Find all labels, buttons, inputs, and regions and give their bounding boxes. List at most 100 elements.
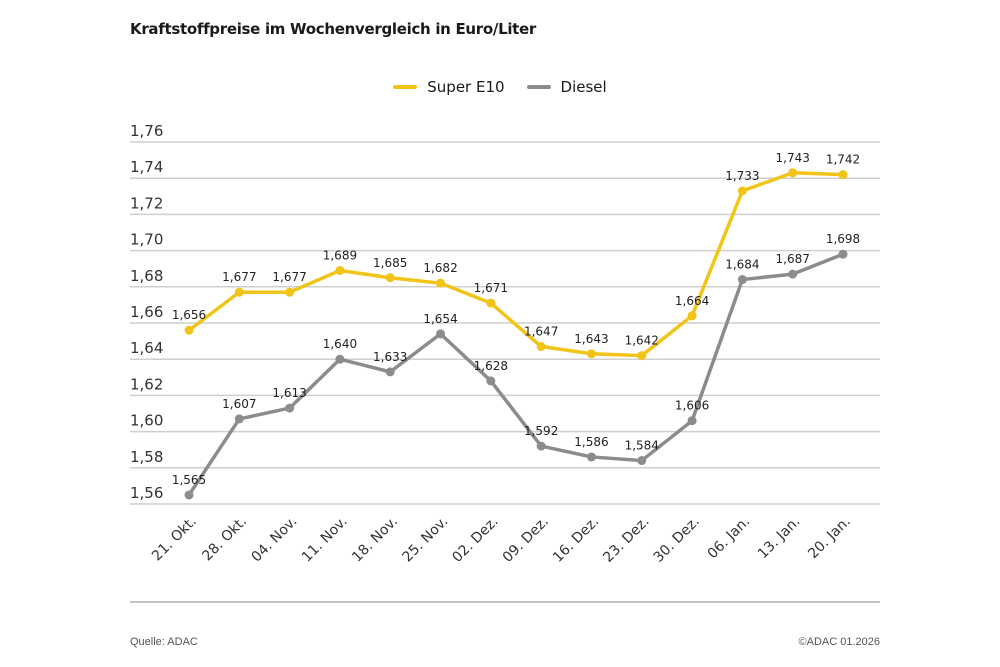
legend-label-super-e10: Super E10 [427,78,505,96]
chart-title: Kraftstoffpreise im Wochenvergleich in E… [130,20,537,38]
data-point [234,414,244,424]
legend-item-super-e10: Super E10 [393,78,505,96]
legend-swatch-super-e10 [393,85,418,89]
data-label: 1,607 [222,397,256,411]
data-point [536,441,546,451]
footer-divider [130,601,880,603]
data-label: 1,677 [272,270,306,284]
data-label: 1,628 [474,359,508,373]
data-label: 1,565 [172,473,206,487]
data-label: 1,687 [776,252,810,266]
data-label: 1,654 [423,312,457,326]
y-axis-ticks: 1,56 1,58 1,60 1,62 1,64 1,66 1,68 1,70 1,72 1,74… [130,122,163,502]
x-tick-label: 28. Okt. [199,514,250,565]
legend-label-diesel: Diesel [560,78,607,96]
x-tick-label: 20. Jan. [805,514,854,563]
x-tick-label: 16. Dez. [550,514,602,566]
data-label: 1,664 [675,294,709,308]
data-point [335,266,345,276]
y-tick-label: 1,64 [130,339,163,357]
data-label: 1,606 [675,399,709,413]
data-labels: 1,656 1,677 1,677 1,689 1,685 1,682 1,671 1,647… [172,151,860,487]
y-tick-label: 1,58 [130,448,163,466]
y-tick-label: 1,66 [130,303,163,321]
data-point [838,249,848,259]
data-point [788,168,798,178]
x-tick-label: 23. Dez. [600,514,652,566]
data-point [536,342,546,352]
data-label: 1,586 [574,435,608,449]
data-label: 1,640 [323,337,357,351]
data-label: 1,671 [474,281,508,295]
series-line-super-e10 [187,171,844,358]
x-tick-label: 11. Nov. [299,514,351,566]
data-point [737,275,747,285]
y-tick-label: 1,60 [130,412,163,430]
data-label: 1,733 [725,169,759,183]
data-label: 1,684 [725,258,759,272]
data-point [436,329,446,339]
data-point [586,349,596,359]
y-tick-label: 1,62 [130,375,163,393]
copyright-note: ©ADAC 01.2026 [798,636,881,648]
data-point [285,403,295,413]
data-label: 1,677 [222,270,256,284]
data-label: 1,633 [373,350,407,364]
data-point [687,416,697,426]
data-point [436,278,446,288]
x-tick-label: 13. Jan. [755,514,804,563]
x-axis-ticks: 21. Okt. 28. Okt.04. Nov.11. Nov.18. Nov.… [149,514,854,566]
chart-legend: Super E10 Diesel [0,78,1000,96]
data-point [234,287,244,297]
y-tick-label: 1,56 [130,484,163,502]
data-point [637,351,647,361]
gridlines [130,141,880,505]
data-point [486,298,496,308]
data-label: 1,743 [776,151,810,165]
data-point [385,367,395,377]
data-point [788,269,798,279]
data-label: 1,592 [524,424,558,438]
y-tick-label: 1,68 [130,267,163,285]
legend-item-diesel: Diesel [526,78,607,96]
x-tick-label: 25. Nov. [399,514,451,566]
data-point [637,456,647,466]
data-point [687,311,697,321]
data-label: 1,642 [625,334,659,348]
x-tick-label: 30. Dez. [651,514,703,566]
series-line-diesel [187,252,844,496]
data-label: 1,656 [172,308,206,322]
x-tick-label: 02. Dez. [449,514,501,566]
data-point [486,376,496,386]
data-point [385,273,395,283]
data-label: 1,698 [826,232,860,246]
y-tick-label: 1,74 [130,158,163,176]
data-point [586,452,596,462]
data-label: 1,647 [524,325,558,339]
data-point [184,490,194,500]
x-tick-label: 09. Dez. [500,514,552,566]
data-label: 1,685 [373,256,407,270]
x-tick-label: 21. Okt. [149,514,200,565]
x-tick-label: 18. Nov. [349,514,401,566]
data-label: 1,682 [423,261,457,275]
source-note: Quelle: ADAC [130,636,198,648]
data-label: 1,742 [826,153,860,167]
data-label: 1,643 [574,332,608,346]
data-point [838,170,848,180]
data-label: 1,613 [272,386,306,400]
data-label: 1,689 [323,249,357,263]
y-tick-label: 1,70 [130,231,163,249]
data-point [184,325,194,335]
y-tick-label: 1,72 [130,194,163,212]
data-label: 1,584 [625,439,659,453]
data-point [285,287,295,297]
data-point [335,354,345,364]
legend-swatch-diesel [526,85,551,89]
y-tick-label: 1,76 [130,122,163,140]
chart-series [184,168,848,500]
x-tick-label: 04. Nov. [249,514,301,566]
data-point [737,186,747,196]
x-tick-label: 06. Jan. [705,514,754,563]
